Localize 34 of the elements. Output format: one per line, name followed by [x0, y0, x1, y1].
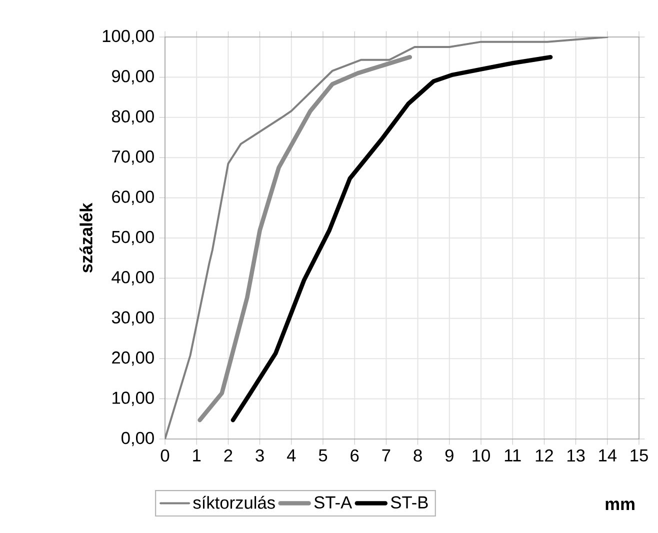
y-tick-label: 50,00 [112, 230, 154, 246]
x-tick-label: 9 [445, 449, 454, 462]
y-tick-label: 70,00 [112, 150, 154, 165]
y-tick-label: 20,00 [112, 351, 154, 366]
y-tick-label: 80,00 [112, 110, 154, 125]
legend-label: ST-A [314, 496, 352, 509]
x-tick-label: 5 [318, 449, 328, 462]
x-axis-title: mm [606, 500, 634, 510]
legend-label: síktorzulás [193, 496, 275, 509]
line-series [230, 54, 553, 422]
y-tick-label: 30,00 [112, 311, 154, 326]
y-tick-label: 40,00 [112, 271, 154, 286]
y-tick-label: 60,00 [112, 190, 154, 205]
y-tick-label: 90,00 [112, 70, 154, 84]
line-series [198, 54, 412, 422]
x-tick-label: 10 [472, 449, 490, 462]
y-tick-label: 0,00 [122, 432, 154, 446]
x-tick-label: 12 [536, 449, 553, 462]
x-tick-label: 2 [224, 449, 232, 462]
x-tick-label: 7 [382, 449, 390, 462]
legend-label: ST-B [390, 496, 428, 509]
y-tick-label: 10,00 [112, 392, 154, 406]
x-tick-label: 11 [504, 449, 521, 462]
x-tick-label: 3 [256, 449, 264, 462]
x-tick-label: 1 [193, 449, 201, 462]
x-tick-label: 0 [160, 449, 170, 462]
y-tick-label: 100,00 [102, 30, 154, 44]
x-tick-label: 13 [567, 449, 585, 462]
x-tick-label: 6 [350, 449, 359, 462]
x-tick-label: 14 [599, 449, 617, 462]
x-tick-label: 4 [286, 449, 296, 462]
x-tick-label: 8 [414, 449, 422, 462]
x-tick-label: 15 [630, 449, 648, 462]
y-axis-title: százalék [80, 202, 92, 273]
